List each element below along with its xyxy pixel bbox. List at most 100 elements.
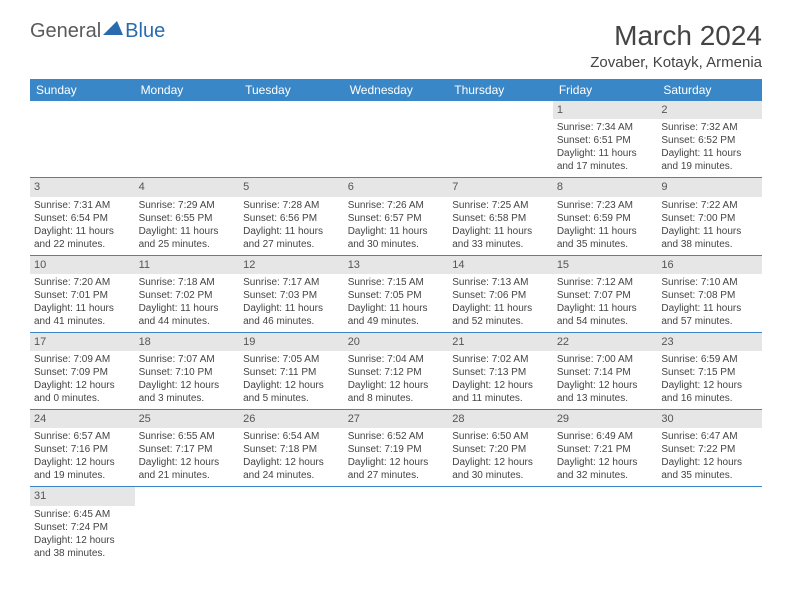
calendar-cell: 8 Sunrise: 7:23 AMSunset: 6:59 PMDaylight… <box>553 178 658 255</box>
calendar-week-row: 31Sunrise: 6:45 AMSunset: 7:24 PMDayligh… <box>30 487 762 564</box>
day-number: 4 <box>135 178 240 196</box>
sunset-text: Sunset: 7:18 PM <box>243 443 340 456</box>
calendar-cell: 9 Sunrise: 7:22 AMSunset: 7:00 PMDaylight… <box>657 178 762 255</box>
sunrise-text: Sunrise: 7:17 AM <box>243 276 340 289</box>
daylight-text: Daylight: 12 hours and 3 minutes. <box>139 379 236 405</box>
sunset-text: Sunset: 7:16 PM <box>34 443 131 456</box>
cell-details: Sunrise: 6:52 AMSunset: 7:19 PMDaylight:… <box>348 430 445 482</box>
daylight-text: Daylight: 12 hours and 32 minutes. <box>557 456 654 482</box>
day-number: 23 <box>657 333 762 351</box>
sunset-text: Sunset: 7:03 PM <box>243 289 340 302</box>
cell-details: Sunrise: 7:28 AMSunset: 6:56 PMDaylight:… <box>243 199 340 251</box>
daylight-text: Daylight: 12 hours and 8 minutes. <box>348 379 445 405</box>
day-number: 29 <box>553 410 658 428</box>
calendar-cell: 23Sunrise: 6:59 AMSunset: 7:15 PMDayligh… <box>657 332 762 409</box>
sunset-text: Sunset: 6:58 PM <box>452 212 549 225</box>
sunset-text: Sunset: 7:21 PM <box>557 443 654 456</box>
sunset-text: Sunset: 6:57 PM <box>348 212 445 225</box>
page-header: General Blue March 2024 Zovaber, Kotayk,… <box>30 20 762 71</box>
calendar-cell: 5 Sunrise: 7:28 AMSunset: 6:56 PMDaylight… <box>239 178 344 255</box>
sunset-text: Sunset: 7:13 PM <box>452 366 549 379</box>
day-header: Wednesday <box>344 79 449 101</box>
cell-details: Sunrise: 7:18 AMSunset: 7:02 PMDaylight:… <box>139 276 236 328</box>
sunset-text: Sunset: 7:15 PM <box>661 366 758 379</box>
day-number: 9 <box>657 178 762 196</box>
day-number <box>657 487 762 505</box>
cell-details: Sunrise: 7:17 AMSunset: 7:03 PMDaylight:… <box>243 276 340 328</box>
day-header: Thursday <box>448 79 553 101</box>
calendar-cell: 2Sunrise: 7:32 AMSunset: 6:52 PMDaylight… <box>657 101 762 178</box>
sunset-text: Sunset: 7:10 PM <box>139 366 236 379</box>
cell-details: Sunrise: 6:45 AMSunset: 7:24 PMDaylight:… <box>34 508 131 560</box>
daylight-text: Daylight: 11 hours and 25 minutes. <box>139 225 236 251</box>
daylight-text: Daylight: 11 hours and 33 minutes. <box>452 225 549 251</box>
calendar-week-row: 10Sunrise: 7:20 AMSunset: 7:01 PMDayligh… <box>30 255 762 332</box>
calendar-cell: 6Sunrise: 7:26 AMSunset: 6:57 PMDaylight… <box>344 178 449 255</box>
sunrise-text: Sunrise: 6:52 AM <box>348 430 445 443</box>
calendar-cell: 29 Sunrise: 6:49 AMSunset: 7:21 PMDayligh… <box>553 410 658 487</box>
sunrise-text: Sunrise: 6:54 AM <box>243 430 340 443</box>
sunset-text: Sunset: 6:51 PM <box>557 134 654 147</box>
sunrise-text: Sunrise: 7:10 AM <box>661 276 758 289</box>
sunset-text: Sunset: 7:24 PM <box>34 521 131 534</box>
calendar-cell: 27 Sunrise: 6:52 AMSunset: 7:19 PMDayligh… <box>344 410 449 487</box>
cell-details: Sunrise: 7:02 AMSunset: 7:13 PMDaylight:… <box>452 353 549 405</box>
day-number: 18 <box>135 333 240 351</box>
calendar-cell: 18Sunrise: 7:07 AMSunset: 7:10 PMDayligh… <box>135 332 240 409</box>
day-number <box>239 101 344 119</box>
calendar-cell <box>344 487 449 564</box>
day-number <box>344 487 449 505</box>
daylight-text: Daylight: 11 hours and 30 minutes. <box>348 225 445 251</box>
sunset-text: Sunset: 7:02 PM <box>139 289 236 302</box>
day-number: 21 <box>448 333 553 351</box>
cell-details: Sunrise: 7:25 AMSunset: 6:58 PMDaylight:… <box>452 199 549 251</box>
cell-details: Sunrise: 7:22 AMSunset: 7:00 PMDaylight:… <box>661 199 758 251</box>
day-number: 24 <box>30 410 135 428</box>
cell-details: Sunrise: 6:54 AMSunset: 7:18 PMDaylight:… <box>243 430 340 482</box>
calendar-cell: 1Sunrise: 7:34 AMSunset: 6:51 PMDaylight… <box>553 101 658 178</box>
calendar-cell <box>448 101 553 178</box>
day-number <box>30 101 135 119</box>
day-number: 26 <box>239 410 344 428</box>
sunset-text: Sunset: 7:00 PM <box>661 212 758 225</box>
sunrise-text: Sunrise: 7:26 AM <box>348 199 445 212</box>
sunrise-text: Sunrise: 6:55 AM <box>139 430 236 443</box>
cell-details: Sunrise: 7:15 AMSunset: 7:05 PMDaylight:… <box>348 276 445 328</box>
cell-details: Sunrise: 7:34 AMSunset: 6:51 PMDaylight:… <box>557 121 654 173</box>
sunrise-text: Sunrise: 7:00 AM <box>557 353 654 366</box>
calendar-cell: 19Sunrise: 7:05 AMSunset: 7:11 PMDayligh… <box>239 332 344 409</box>
day-number: 28 <box>448 410 553 428</box>
day-number: 12 <box>239 256 344 274</box>
cell-details: Sunrise: 7:23 AMSunset: 6:59 PMDaylight:… <box>557 199 654 251</box>
day-number: 14 <box>448 256 553 274</box>
cell-details: Sunrise: 6:55 AMSunset: 7:17 PMDaylight:… <box>139 430 236 482</box>
day-number: 27 <box>344 410 449 428</box>
sunrise-text: Sunrise: 7:22 AM <box>661 199 758 212</box>
day-number: 8 <box>553 178 658 196</box>
cell-details: Sunrise: 6:49 AMSunset: 7:21 PMDaylight:… <box>557 430 654 482</box>
sunrise-text: Sunrise: 6:49 AM <box>557 430 654 443</box>
day-number: 13 <box>344 256 449 274</box>
calendar-cell <box>553 487 658 564</box>
day-number: 5 <box>239 178 344 196</box>
sunset-text: Sunset: 7:06 PM <box>452 289 549 302</box>
daylight-text: Daylight: 12 hours and 11 minutes. <box>452 379 549 405</box>
sunset-text: Sunset: 7:11 PM <box>243 366 340 379</box>
sunset-text: Sunset: 6:54 PM <box>34 212 131 225</box>
day-header: Friday <box>553 79 658 101</box>
sunrise-text: Sunrise: 7:09 AM <box>34 353 131 366</box>
calendar-cell: 14Sunrise: 7:13 AMSunset: 7:06 PMDayligh… <box>448 255 553 332</box>
calendar-cell: 22Sunrise: 7:00 AMSunset: 7:14 PMDayligh… <box>553 332 658 409</box>
sunrise-text: Sunrise: 7:12 AM <box>557 276 654 289</box>
sunset-text: Sunset: 7:19 PM <box>348 443 445 456</box>
sunrise-text: Sunrise: 6:47 AM <box>661 430 758 443</box>
sunrise-text: Sunrise: 7:05 AM <box>243 353 340 366</box>
calendar-cell: 15Sunrise: 7:12 AMSunset: 7:07 PMDayligh… <box>553 255 658 332</box>
daylight-text: Daylight: 11 hours and 52 minutes. <box>452 302 549 328</box>
day-number: 20 <box>344 333 449 351</box>
sunset-text: Sunset: 7:09 PM <box>34 366 131 379</box>
cell-details: Sunrise: 7:20 AMSunset: 7:01 PMDaylight:… <box>34 276 131 328</box>
cell-details: Sunrise: 6:57 AMSunset: 7:16 PMDaylight:… <box>34 430 131 482</box>
calendar-cell: 10Sunrise: 7:20 AMSunset: 7:01 PMDayligh… <box>30 255 135 332</box>
month-title: March 2024 <box>590 20 762 52</box>
